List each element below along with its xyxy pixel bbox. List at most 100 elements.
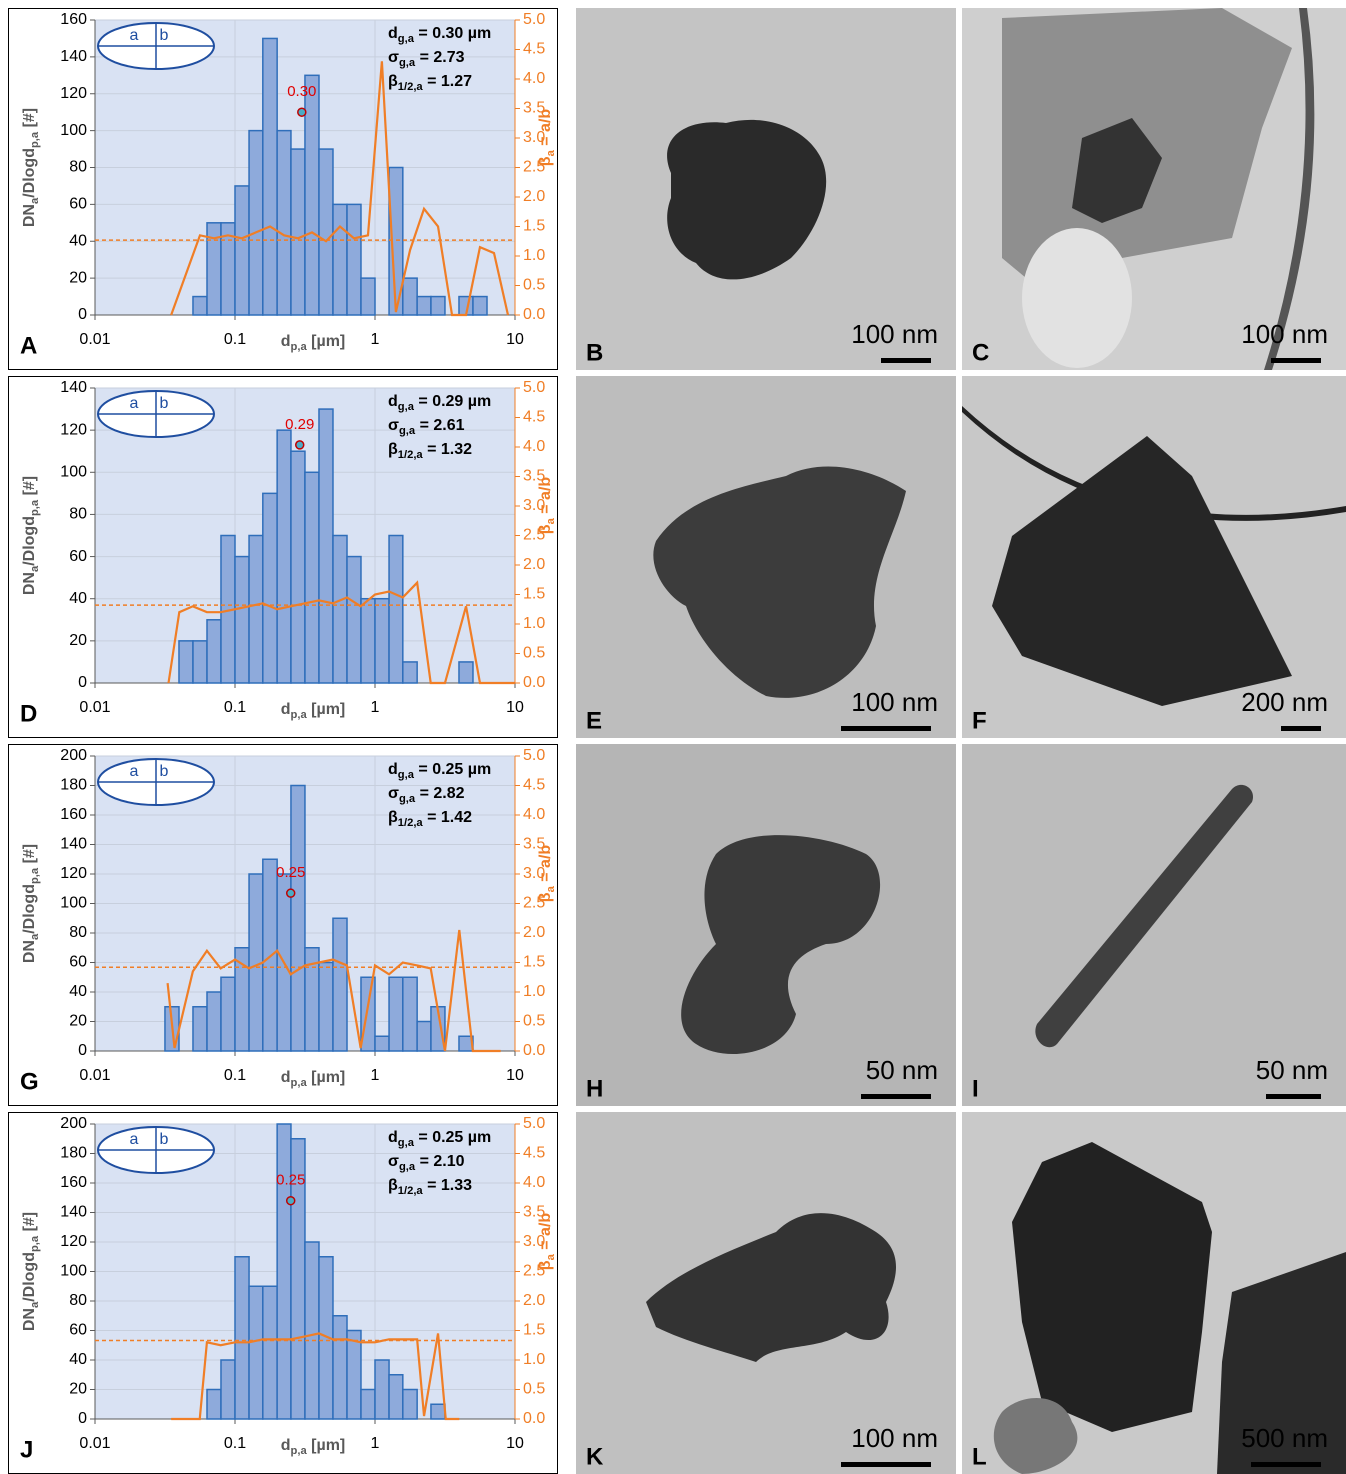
text-part: d — [281, 701, 291, 718]
subscript: 1/2,a — [398, 81, 424, 93]
bar — [207, 620, 221, 683]
chart: 0204060801001201401601802000.010.11100.0… — [9, 1113, 558, 1474]
median-label: 0.25 — [276, 864, 305, 881]
subscript: p,a — [291, 1077, 308, 1089]
bar — [193, 297, 207, 315]
text-part: σ — [388, 785, 399, 802]
bar — [319, 963, 333, 1052]
panel-letter: I — [972, 1075, 979, 1102]
panel-letter: G — [20, 1068, 39, 1095]
text-part: [#] — [21, 108, 38, 132]
micrograph: 50 nm H — [576, 744, 956, 1106]
subscript: g,a — [398, 1137, 415, 1149]
subscript: 1/2,a — [398, 449, 424, 461]
scale-bar — [1251, 1462, 1321, 1467]
text-part: = 2.10 — [415, 1153, 464, 1170]
text-part: [#] — [21, 1212, 38, 1236]
panel-letter: D — [20, 700, 37, 727]
bar — [221, 977, 235, 1051]
scale-bar-label: 50 nm — [1256, 1055, 1328, 1085]
x-tick-label: 1 — [371, 331, 380, 348]
subscript: p,a — [291, 1445, 308, 1457]
subscript: g,a — [399, 1161, 416, 1173]
text-part: β — [537, 156, 554, 166]
y2-axis-label: βa = a/b — [537, 1213, 557, 1271]
bar — [403, 662, 417, 683]
text-part: DN — [21, 940, 38, 963]
y2-tick-label: 2.0 — [523, 556, 545, 573]
text-part: DN — [21, 1308, 38, 1331]
y-tick-label: 20 — [69, 269, 87, 286]
x-axis-label: dp,a [µm] — [281, 701, 346, 721]
bar — [333, 1316, 347, 1419]
x-tick-label: 10 — [506, 699, 524, 716]
x-tick-label: 0.1 — [224, 1067, 246, 1084]
subscript: 1/2,a — [398, 817, 424, 829]
bar — [319, 149, 333, 315]
y-tick-label: 20 — [69, 1381, 87, 1398]
bar — [375, 1036, 389, 1051]
x-axis-label: dp,a [µm] — [281, 333, 346, 353]
text-part: = a/b — [537, 477, 554, 519]
y2-axis-label: βa = a/b — [537, 477, 557, 535]
subscript: g,a — [399, 57, 416, 69]
y-tick-label: 120 — [60, 1233, 87, 1250]
y-tick-label: 0 — [78, 1410, 87, 1427]
y-tick-label: 100 — [60, 895, 87, 912]
text-part: [µm] — [307, 701, 346, 718]
y-tick-label: 80 — [69, 506, 87, 523]
y2-axis-label: βa = a/b — [537, 109, 557, 167]
y2-tick-label: 0.0 — [523, 306, 545, 323]
micrograph: 500 nmL — [962, 1112, 1346, 1474]
panel-letter: H — [586, 1075, 603, 1102]
y2-tick-label: 2.0 — [523, 1292, 545, 1309]
figure: 0204060801001201401600.010.11100.00.51.0… — [0, 0, 1346, 1474]
text-part: DN — [21, 572, 38, 595]
bar — [417, 1022, 431, 1052]
y2-tick-label: 1.5 — [523, 218, 545, 235]
micrograph: 100 nmE — [576, 376, 956, 738]
bar — [193, 641, 207, 683]
y2-tick-label: 5.0 — [523, 1115, 545, 1132]
bar — [389, 536, 403, 684]
y-tick-label: 60 — [69, 1322, 87, 1339]
y-tick-label: 140 — [60, 48, 87, 65]
micrograph: 50 nm I — [962, 744, 1346, 1106]
text-part: β — [388, 73, 398, 90]
y-tick-label: 60 — [69, 196, 87, 213]
y2-tick-label: 2.0 — [523, 188, 545, 205]
y2-axis-label: βa = a/b — [537, 845, 557, 903]
scale-bar — [881, 358, 931, 363]
y-tick-label: 100 — [60, 464, 87, 481]
text-part: σ — [388, 49, 399, 66]
y-tick-label: 60 — [69, 954, 87, 971]
bar — [417, 297, 431, 315]
bar — [361, 278, 375, 315]
y2-tick-label: 1.0 — [523, 615, 545, 632]
text-part: [µm] — [307, 1437, 346, 1454]
y2-tick-label: 4.5 — [523, 777, 545, 794]
y2-tick-label: 0.5 — [523, 1381, 545, 1398]
y2-tick-label: 1.0 — [523, 1351, 545, 1368]
y-axis-label: DNa/Dlogdp,a [#] — [21, 844, 41, 963]
text-part: DN — [21, 204, 38, 227]
text-part: β — [537, 1260, 554, 1270]
text-part: d — [388, 393, 398, 410]
median-marker — [287, 889, 295, 897]
y-tick-label: 120 — [60, 865, 87, 882]
page: 0204060801001201401600.010.11100.00.51.0… — [0, 0, 1346, 1474]
text-part: /Dlogd — [21, 148, 38, 198]
x-tick-label: 1 — [371, 1435, 380, 1452]
y2-tick-label: 0.0 — [523, 674, 545, 691]
scale-bar-label: 50 nm — [866, 1055, 938, 1085]
x-tick-label: 1 — [371, 699, 380, 716]
bar — [235, 557, 249, 683]
inset-label: b — [160, 395, 169, 412]
median-marker — [298, 108, 306, 116]
micrograph: 100 nmK — [576, 1112, 956, 1474]
y2-tick-label: 2.0 — [523, 924, 545, 941]
scale-bar — [841, 726, 931, 731]
text-part: β — [537, 892, 554, 902]
text-part: /Dlogd — [21, 1252, 38, 1302]
